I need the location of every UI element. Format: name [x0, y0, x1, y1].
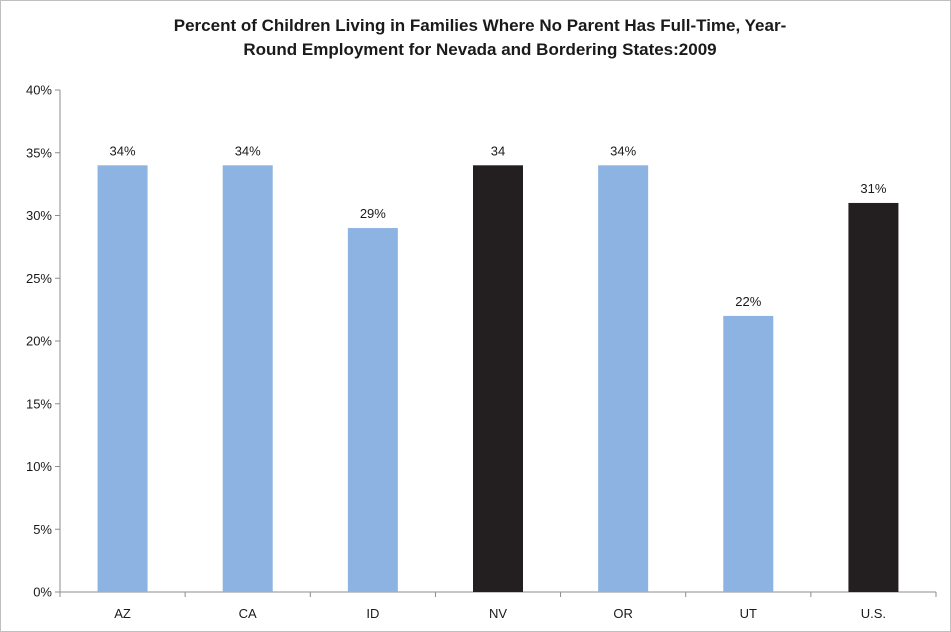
bar-ca	[222, 165, 273, 593]
bar-ut	[723, 315, 774, 592]
bar-id	[347, 228, 398, 593]
y-tick-label: 30%	[26, 208, 52, 223]
y-tick-label: 10%	[26, 459, 52, 474]
labels: 34% AZ 34% CA 29% ID 34 NV 34% OR 22% UT 31% U.S.	[110, 143, 887, 621]
y-tick-label: 40%	[26, 83, 52, 98]
bar-us	[848, 202, 899, 592]
y-tick-label: 5%	[33, 522, 52, 537]
bar-or	[598, 165, 649, 593]
chart-title: Percent of Children Living in Families W…	[60, 14, 900, 62]
data-label: 34%	[235, 143, 261, 158]
y-tick-label: 15%	[26, 396, 52, 411]
data-label: 34%	[110, 143, 136, 158]
axes: 0% 5% 10% 15% 20% 25% 30% 35% 40%	[26, 83, 937, 600]
data-label: 22%	[735, 294, 761, 309]
y-tick-label: 25%	[26, 271, 52, 286]
bars	[97, 165, 899, 593]
x-category-label: U.S.	[861, 606, 886, 621]
x-category-label: NV	[489, 606, 507, 621]
bar-az	[97, 165, 148, 593]
x-category-label: UT	[740, 606, 757, 621]
chart-title-line-1: Percent of Children Living in Families W…	[173, 16, 787, 35]
x-category-label: AZ	[114, 606, 131, 621]
x-category-label: CA	[239, 606, 257, 621]
y-tick-label: 0%	[33, 585, 52, 600]
bar-nv	[473, 165, 523, 593]
chart-title-line-2: Round Employment for Nevada and Borderin…	[243, 40, 717, 59]
y-tick-label: 35%	[26, 145, 52, 160]
x-category-label: OR	[613, 606, 633, 621]
data-label: 34%	[610, 143, 636, 158]
y-tick-label: 20%	[26, 334, 52, 349]
x-category-label: ID	[366, 606, 379, 621]
data-label: 29%	[360, 206, 386, 221]
data-label: 34	[491, 143, 505, 158]
data-label: 31%	[860, 181, 886, 196]
